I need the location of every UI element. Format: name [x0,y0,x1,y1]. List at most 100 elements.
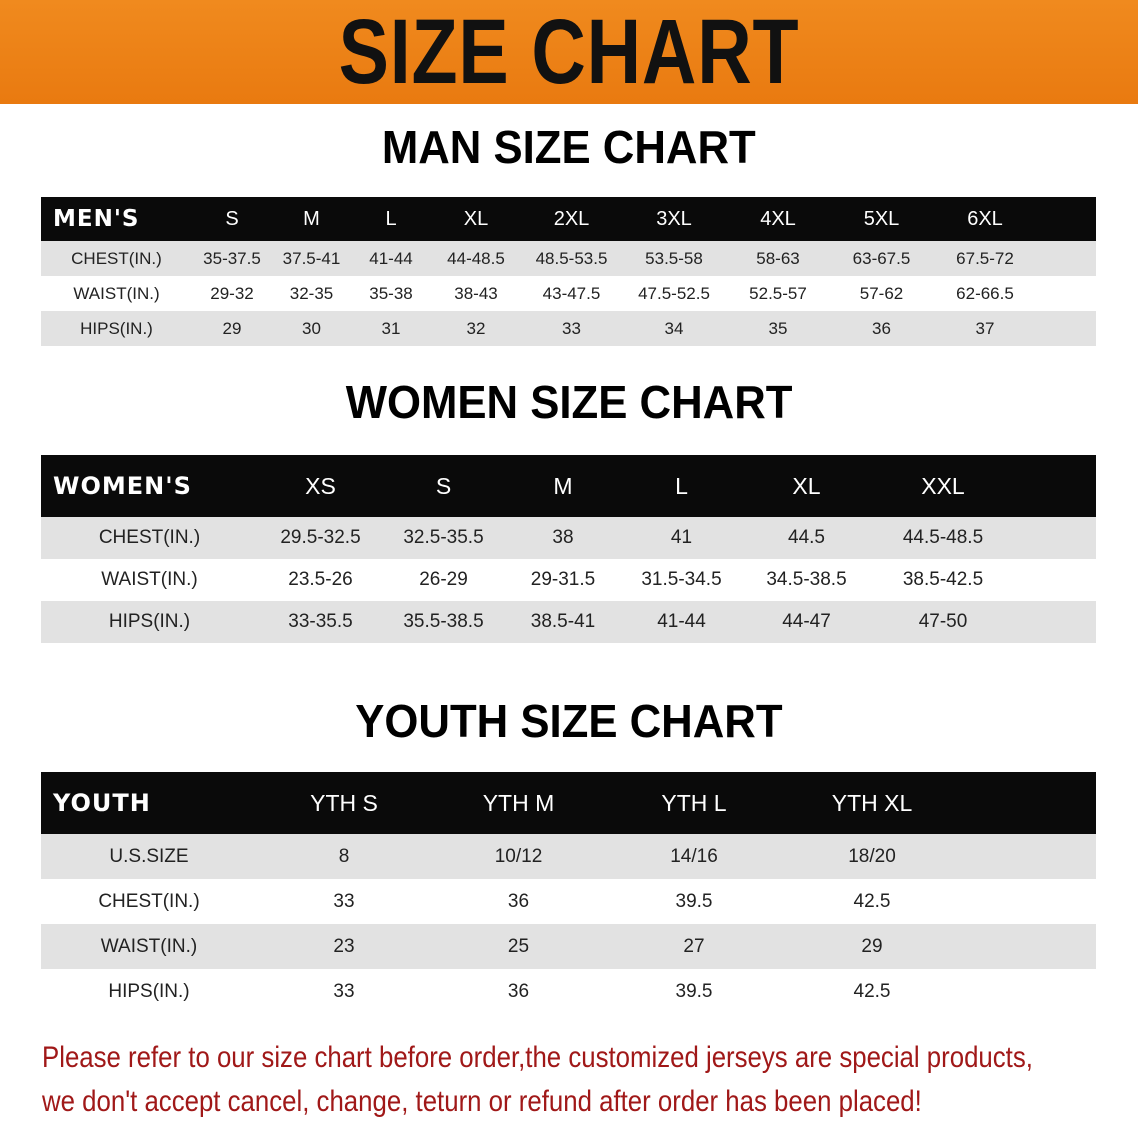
table-cell: 42.5 [853,890,891,912]
banner: SIZE CHART [0,0,1138,104]
row-label: HIPS(IN.) [80,318,153,338]
table-cell: 10/12 [494,845,543,867]
size-column-header: 5XL [863,207,900,230]
table-cell: 58-63 [756,248,800,268]
table-cell: 36 [872,318,891,338]
order-notice-line-1: Please refer to our size chart before or… [42,1041,1033,1074]
table-cell: 30 [302,318,321,338]
row-label: WAIST(IN.) [100,935,198,957]
size-column-header: 6XL [967,207,1003,230]
table-cell: 34.5-38.5 [766,569,847,590]
size-column-header: 3XL [656,207,692,230]
table-cell: 31 [381,318,401,338]
table-cell: 47.5-52.5 [638,283,710,303]
table-cell: 35-37.5 [203,248,261,268]
table-cell: 23 [333,935,355,957]
size-column-header: L [675,472,688,499]
size-column-header: 2XL [553,207,590,230]
size-column-header: S [435,472,452,499]
table-cell: 23.5-26 [288,569,353,590]
table-cell: 48.5-53.5 [535,248,608,268]
row-label: WAIST(IN.) [101,569,198,590]
table-row: WAIST(IN.) 23.5-26 26-29 29-31.5 31.5-34.5 34… [41,559,1096,601]
table-header-row: WOMEN'S XS S M L XL XXL [41,455,1096,517]
row-label: HIPS(IN.) [108,611,191,632]
table-cell: 53.5-58 [645,248,703,268]
table-cell: 18/20 [848,845,896,867]
table-cell: 33 [333,980,355,1002]
table-cell: 35 [768,318,788,338]
table-row: CHEST(IN.) 29.5-32.5 32.5-35.5 38 41 44.5 44.5… [41,517,1096,559]
row-label: CHEST(IN.) [71,248,162,268]
table-cell: 38.5-41 [530,611,596,632]
table-cell: 31.5-34.5 [641,569,722,590]
row-label: HIPS(IN.) [108,980,190,1002]
table-cell: 41-44 [657,611,706,632]
youth-title-text: YOUTH SIZE CHART [355,695,783,747]
table-cell: 38 [552,527,574,548]
table-cell: 36 [507,890,530,912]
size-column-header: XS [305,472,336,499]
table-cell: 44-47 [782,611,831,632]
table-row: WAIST(IN.) 23 25 27 29 [41,924,1096,969]
table-row: HIPS(IN.) 33 36 39.5 42.5 [41,969,1096,1014]
table-cell: 32-35 [289,283,334,303]
table-cell: 47-50 [918,611,968,632]
table-cell: 14/16 [670,845,718,867]
youth-section-title: YOUTH SIZE CHART [0,694,1138,748]
table-header-label: WOMEN'S [53,472,192,500]
banner-title: SIZE CHART [338,1,800,103]
size-column-header: XXL [921,472,965,499]
table-header-row: MEN'S S M L XL 2XL 3XL 4XL 5XL 6XL [41,197,1096,241]
table-cell: 29.5-32.5 [280,527,361,548]
size-column-header: M [303,207,320,230]
table-row: U.S.SIZE 8 10/12 14/16 18/20 [41,834,1096,879]
table-row: WAIST(IN.) 29-32 32-35 35-38 38-43 43-47.5 47.… [41,276,1096,311]
table-header-label: YOUTH [53,789,151,817]
table-cell: 29-32 [210,283,254,303]
table-cell: 37.5-41 [282,248,341,268]
row-label: WAIST(IN.) [73,283,160,303]
table-cell: 52.5-57 [749,283,807,303]
size-column-header: XL [792,472,821,499]
table-cell: 39.5 [675,890,713,912]
table-cell: 33 [562,318,581,338]
table-cell: 26-29 [419,569,468,590]
size-column-header: M [553,472,573,499]
size-column-header: YTH S [310,789,378,816]
youth-size-table: YOUTH YTH S YTH M YTH L YTH XL U.S.SIZE 8 10/12… [41,772,1096,1014]
size-column-header: YTH L [661,789,727,816]
women-title-text: WOMEN SIZE CHART [345,376,793,428]
men-section-title: MAN SIZE CHART [0,120,1138,174]
table-cell: 41-44 [369,248,413,268]
table-row: HIPS(IN.) 29 30 31 32 33 34 35 36 37 [41,311,1096,346]
table-cell: 35.5-38.5 [403,611,484,632]
table-cell: 62-66.5 [956,283,1014,303]
table-cell: 33-35.5 [288,611,353,632]
table-cell: 39.5 [675,980,713,1002]
men-title-text: MAN SIZE CHART [382,121,756,173]
table-cell: 38.5-42.5 [902,569,984,590]
table-cell: 29 [222,318,242,338]
table-cell: 35-38 [369,283,413,303]
size-column-header: XL [463,207,489,230]
row-label: CHEST(IN.) [98,527,201,548]
women-section-title: WOMEN SIZE CHART [0,375,1138,429]
table-header-row: YOUTH YTH S YTH M YTH L YTH XL [41,772,1096,834]
table-cell: 32 [466,318,486,338]
size-column-header: YTH M [482,789,555,816]
table-cell: 42.5 [853,980,891,1002]
table-cell: 36 [507,980,530,1002]
table-cell: 29-31.5 [530,569,596,590]
table-cell: 27 [683,935,705,957]
table-cell: 67.5-72 [956,248,1014,268]
men-size-table: MEN'S S M L XL 2XL 3XL 4XL 5XL 6XL CHEST(IN.) 35-37… [41,197,1096,346]
order-notice: Please refer to our size chart before or… [42,1036,1033,1124]
size-column-header: S [225,207,239,230]
table-row: CHEST(IN.) 35-37.5 37.5-41 41-44 44-48.5 48.5… [41,241,1096,276]
row-label: CHEST(IN.) [98,890,200,912]
table-cell: 33 [333,890,355,912]
table-row: HIPS(IN.) 33-35.5 35.5-38.5 38.5-41 41-44 44-… [41,601,1096,643]
table-row: CHEST(IN.) 33 36 39.5 42.5 [41,879,1096,924]
table-cell: 44-48.5 [447,248,505,268]
